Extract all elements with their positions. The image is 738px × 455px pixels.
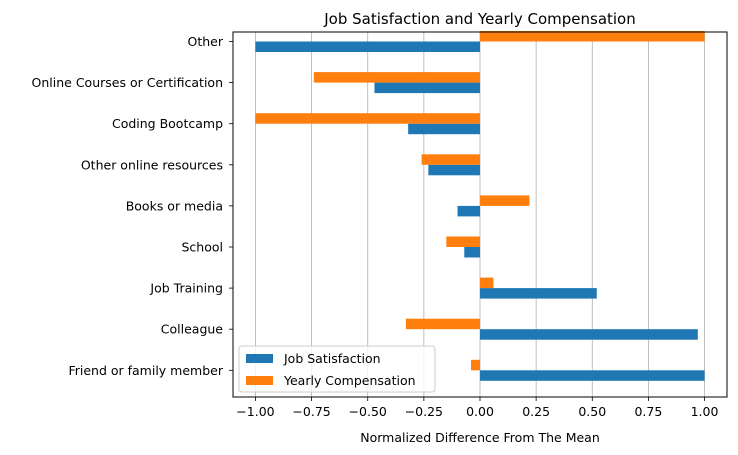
bar-job-satisfaction [480, 329, 698, 340]
y-tick-label: Job Training [149, 281, 223, 296]
x-tick-label: 1.00 [691, 404, 719, 419]
y-tick-label: School [182, 240, 224, 255]
y-tick-label: Other online resources [81, 157, 223, 172]
bar-yearly-compensation [421, 154, 480, 165]
bar-job-satisfaction [374, 82, 480, 94]
bar-job-satisfaction [480, 370, 705, 381]
bar-job-satisfaction [457, 205, 480, 217]
y-tick-label: Books or media [126, 198, 223, 213]
bar-yearly-compensation [480, 277, 494, 289]
bar-job-satisfaction [408, 123, 480, 135]
chart-title: Job Satisfaction and Yearly Compensation [323, 10, 636, 28]
legend-frame [238, 345, 436, 393]
bar-yearly-compensation [313, 72, 480, 83]
legend: Job Satisfaction Yearly Compensation [238, 345, 436, 393]
x-axis-label: Normalized Difference From The Mean [360, 430, 600, 445]
y-tick-label: Colleague [161, 322, 224, 337]
bar-yearly-compensation [480, 195, 530, 206]
y-tick-label: Online Courses or Certification [32, 75, 223, 90]
x-tick-label: 0.25 [522, 404, 550, 419]
bar-yearly-compensation [255, 113, 480, 124]
x-ticks: −1.00 −0.75 −0.50 −0.25 0.00 0.25 0.50 0.75 1.00 [236, 397, 719, 419]
legend-swatch-yearly-compensation [246, 376, 273, 385]
x-tick-label: −1.00 [236, 404, 274, 419]
bar-job-satisfaction [480, 288, 597, 299]
bar-yearly-compensation [405, 318, 480, 330]
x-tick-label: 0.50 [578, 404, 606, 419]
y-ticks: Friend or family member Colleague Job Trai… [32, 34, 233, 378]
y-tick-label: Other [188, 34, 224, 49]
y-tick-label: Coding Bootcamp [112, 116, 223, 131]
bar-job-satisfaction [255, 41, 480, 52]
x-tick-label: −0.25 [405, 404, 443, 419]
x-tick-label: 0.75 [634, 404, 662, 419]
bars [255, 31, 705, 381]
bar-job-satisfaction [464, 247, 480, 258]
bar-yearly-compensation [446, 236, 480, 247]
bar-yearly-compensation [471, 359, 480, 371]
x-tick-label: −0.75 [292, 404, 330, 419]
bar-job-satisfaction [428, 164, 480, 176]
y-tick-label: Friend or family member [68, 363, 223, 378]
x-tick-label: 0.00 [466, 404, 494, 419]
legend-swatch-job-satisfaction [246, 354, 273, 363]
legend-label-yearly-compensation: Yearly Compensation [283, 373, 416, 388]
bar-yearly-compensation [480, 31, 705, 42]
x-tick-label: −0.50 [349, 404, 387, 419]
legend-label-job-satisfaction: Job Satisfaction [283, 351, 381, 366]
